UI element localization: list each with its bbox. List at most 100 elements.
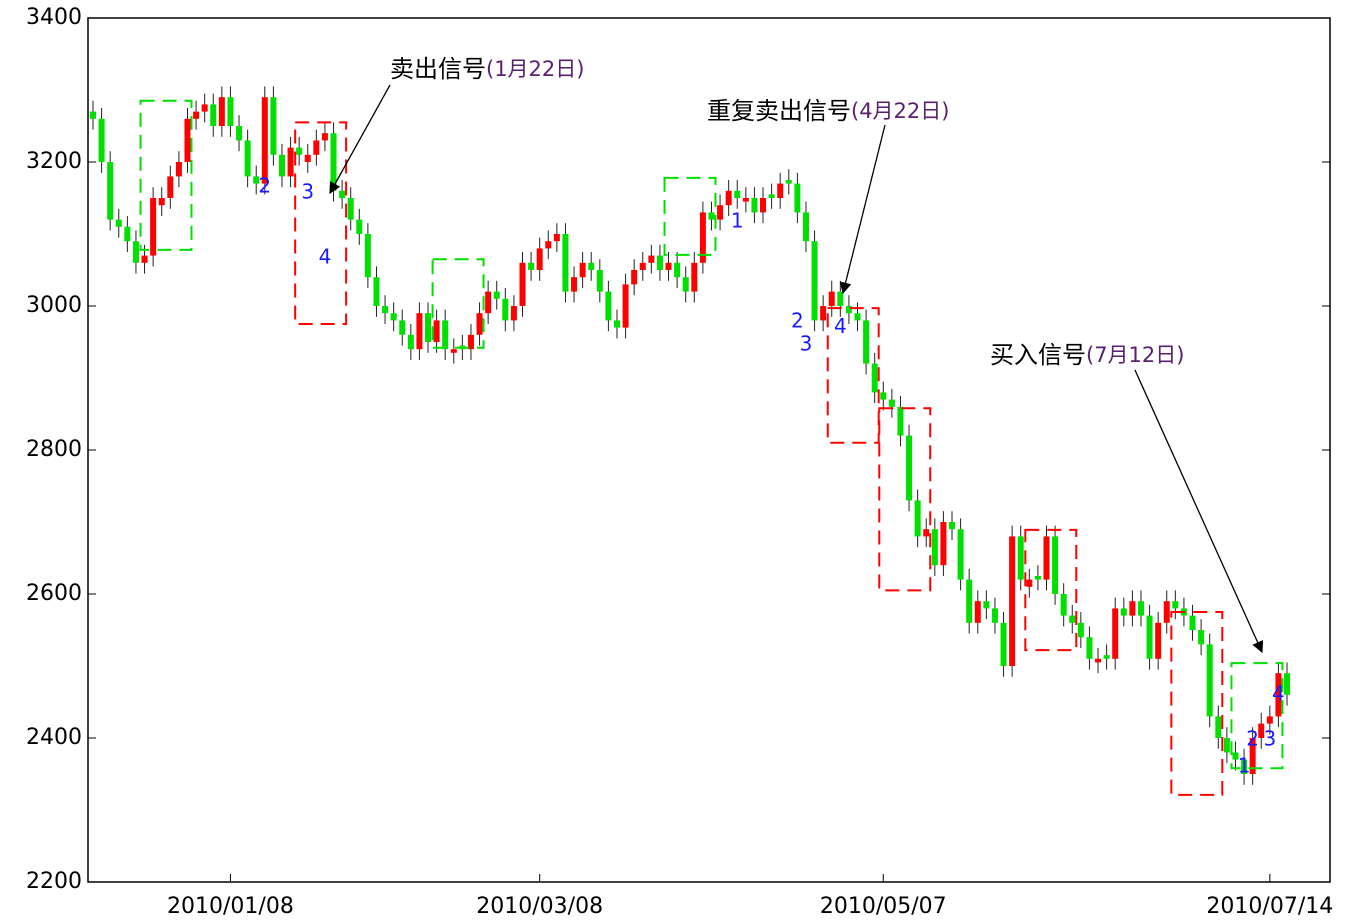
candle-body bbox=[708, 212, 715, 220]
candle-body bbox=[1284, 673, 1291, 695]
annotation-date: (1月22日) bbox=[486, 57, 584, 81]
candle-body bbox=[304, 154, 311, 162]
candle-body bbox=[519, 262, 526, 306]
candle-body bbox=[871, 363, 878, 393]
x-tick-label: 2010/05/07 bbox=[820, 894, 947, 919]
wave-label: 1 bbox=[1238, 753, 1251, 777]
candle-body bbox=[949, 522, 955, 530]
candle-body bbox=[1043, 536, 1050, 580]
candle-body bbox=[416, 313, 423, 350]
wave-label: 3 bbox=[1263, 727, 1276, 751]
candle-body bbox=[373, 277, 380, 306]
candle-body bbox=[923, 529, 930, 537]
annotation-text: 买入信号 bbox=[990, 341, 1086, 369]
wave-label: 3 bbox=[800, 331, 813, 355]
candle-body bbox=[1103, 655, 1110, 659]
candle-body bbox=[1163, 601, 1170, 623]
signal-box bbox=[1170, 611, 1224, 796]
candle-body bbox=[794, 183, 801, 213]
wave-label: 2 bbox=[791, 308, 804, 332]
candle-body bbox=[313, 140, 320, 155]
candle-body bbox=[124, 226, 131, 242]
candle-body bbox=[1258, 723, 1265, 738]
annotation-text: 卖出信号 bbox=[390, 55, 486, 83]
candle-body bbox=[510, 306, 517, 321]
x-tick-label: 2010/03/08 bbox=[476, 894, 603, 919]
y-tick-label: 3000 bbox=[26, 293, 82, 318]
candle-body bbox=[802, 212, 809, 242]
candle-body bbox=[450, 349, 457, 353]
candle-body bbox=[1060, 594, 1067, 616]
candle-body bbox=[957, 529, 964, 580]
candle-body bbox=[141, 255, 148, 263]
candle-body bbox=[966, 579, 973, 623]
candle-body bbox=[553, 234, 560, 242]
candle-body bbox=[1189, 615, 1196, 630]
annotation: 买入信号(7月12日) bbox=[990, 341, 1184, 369]
candle-body bbox=[571, 277, 578, 292]
candle-body bbox=[201, 104, 208, 112]
candle-body bbox=[278, 154, 285, 177]
candle-body bbox=[545, 241, 552, 249]
signal-box bbox=[1024, 528, 1078, 652]
candle-body bbox=[253, 176, 260, 184]
candle-body bbox=[98, 118, 105, 162]
candle-body bbox=[1198, 630, 1205, 645]
candle-body bbox=[261, 97, 268, 184]
candle-body bbox=[356, 219, 363, 234]
candle-body bbox=[467, 334, 474, 350]
candle-body bbox=[476, 313, 483, 335]
candle-body bbox=[1146, 615, 1153, 659]
candle-body bbox=[227, 97, 234, 126]
y-tick-label: 3200 bbox=[26, 149, 82, 174]
candle-body bbox=[442, 320, 449, 350]
candle-body bbox=[785, 180, 792, 184]
candle-body bbox=[1275, 673, 1282, 717]
candle-body bbox=[1137, 601, 1144, 616]
candle-body bbox=[321, 133, 328, 141]
candle-body bbox=[493, 291, 500, 299]
candle-body bbox=[244, 140, 251, 177]
candle-body bbox=[1232, 752, 1239, 760]
candle-body bbox=[699, 212, 706, 263]
candle-body bbox=[107, 162, 114, 220]
candle-body bbox=[1172, 601, 1179, 609]
candle-body bbox=[854, 313, 861, 321]
candle-body bbox=[691, 262, 698, 292]
candle-body bbox=[845, 306, 852, 314]
candle-body bbox=[150, 198, 157, 256]
candle-body bbox=[768, 194, 775, 198]
candle-body bbox=[210, 104, 217, 126]
annotation-text: 重复卖出信号 bbox=[707, 97, 851, 125]
candle-body bbox=[1129, 601, 1136, 616]
candle-body bbox=[837, 291, 844, 306]
candle-body bbox=[613, 320, 620, 328]
signal-box bbox=[294, 121, 348, 326]
candle-body bbox=[734, 190, 741, 198]
signal-box bbox=[1230, 662, 1284, 770]
annotation-date: (4月22日) bbox=[851, 99, 949, 123]
candle-body bbox=[536, 248, 543, 270]
candle-body bbox=[991, 608, 998, 623]
candle-body bbox=[1155, 622, 1162, 659]
candle-body bbox=[1009, 536, 1016, 666]
candle-body bbox=[888, 399, 895, 407]
candle-body bbox=[90, 111, 96, 119]
candle-body bbox=[132, 241, 139, 263]
candle-body bbox=[175, 162, 182, 177]
y-tick-label: 2200 bbox=[26, 869, 82, 894]
candle-body bbox=[193, 111, 200, 119]
candle-body bbox=[1000, 622, 1007, 666]
wave-label: 2 bbox=[1246, 727, 1259, 751]
wave-label: 2 bbox=[258, 174, 271, 198]
candle-body bbox=[1223, 738, 1230, 753]
candle-body bbox=[433, 320, 440, 342]
candle-body bbox=[1112, 608, 1119, 659]
candle-body bbox=[287, 147, 294, 177]
candle-body bbox=[682, 277, 689, 292]
signal-box bbox=[663, 176, 717, 256]
candle-body bbox=[605, 291, 612, 321]
candle-body bbox=[1052, 536, 1059, 594]
candle-body bbox=[364, 234, 371, 278]
